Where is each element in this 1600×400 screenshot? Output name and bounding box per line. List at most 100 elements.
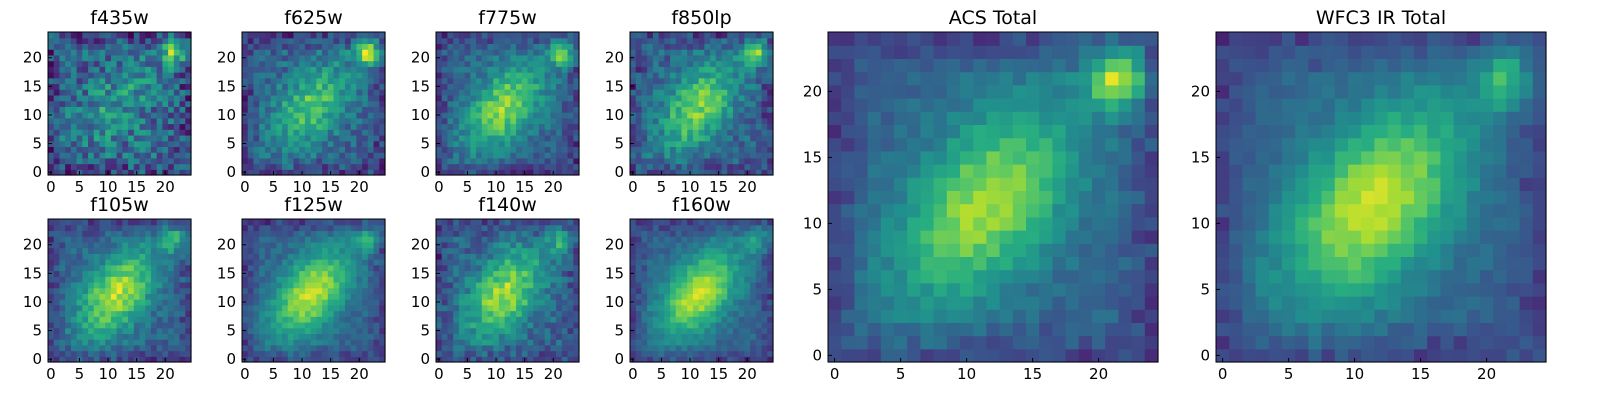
- heatmap-cell: [458, 236, 466, 243]
- heatmap-cell: [145, 310, 152, 317]
- heatmap-cell: [470, 77, 477, 85]
- heatmap-cell: [498, 270, 506, 277]
- heatmap-cell: [521, 100, 529, 107]
- heatmap-cell: [259, 117, 266, 125]
- heatmap-cell: [333, 247, 340, 254]
- heatmap-cell: [82, 49, 89, 56]
- heatmap-cell: [732, 83, 740, 90]
- heatmap-cell: [122, 253, 129, 260]
- heatmap-cell: [367, 169, 375, 176]
- heatmap-cell: [156, 230, 163, 237]
- x-tick-label: 20: [350, 365, 369, 383]
- heatmap-cell: [436, 344, 443, 352]
- heatmap-cell: [179, 247, 186, 254]
- heatmap-cell: [339, 146, 346, 153]
- heatmap-cell: [664, 37, 671, 45]
- heatmap-cell: [550, 83, 557, 90]
- heatmap-cell: [447, 287, 454, 294]
- heatmap-cell: [133, 163, 141, 170]
- heatmap-cell: [698, 163, 705, 170]
- heatmap-cell: [282, 321, 289, 329]
- heatmap-cell: [647, 152, 654, 159]
- heatmap-cell: [293, 146, 300, 153]
- heatmap-cell: [242, 230, 249, 237]
- heatmap-cell: [110, 247, 118, 254]
- heatmap-cell: [761, 333, 768, 340]
- heatmap-cell: [179, 32, 186, 39]
- heatmap-cell: [65, 89, 72, 96]
- heatmap-cell: [464, 129, 471, 136]
- heatmap-cell: [105, 100, 112, 107]
- heatmap-cell: [732, 344, 740, 352]
- heatmap-cell: [99, 316, 106, 323]
- heatmap-cell: [362, 219, 369, 226]
- heatmap-cell: [88, 37, 95, 45]
- heatmap-cell: [173, 350, 181, 357]
- heatmap-cell: [139, 37, 146, 45]
- heatmap-cell: [322, 146, 329, 153]
- heatmap-cell: [48, 344, 55, 352]
- heatmap-cell: [715, 293, 723, 300]
- heatmap-cell: [76, 89, 83, 96]
- heatmap-cell: [544, 163, 551, 170]
- heatmap-cell: [681, 43, 688, 50]
- heatmap-cell: [516, 224, 523, 232]
- heatmap-cell: [630, 281, 637, 289]
- heatmap-cell: [630, 66, 637, 73]
- heatmap-cell: [573, 327, 580, 334]
- heatmap-cell: [521, 339, 529, 346]
- heatmap-cell: [116, 89, 123, 96]
- heatmap-cell: [173, 157, 181, 165]
- heatmap-cell: [533, 241, 540, 249]
- heatmap-cell: [521, 49, 529, 56]
- heatmap-cell: [145, 152, 152, 159]
- heatmap-cell: [630, 157, 637, 165]
- heatmap-cell: [327, 129, 335, 136]
- heatmap-cell: [168, 287, 175, 294]
- heatmap-cell: [128, 169, 135, 176]
- heatmap-cell: [299, 230, 306, 237]
- heatmap-cell: [105, 54, 112, 62]
- heatmap-cell: [316, 247, 323, 254]
- heatmap-cell: [179, 140, 186, 147]
- heatmap-cell: [641, 72, 648, 79]
- heatmap-cell: [436, 66, 443, 73]
- heatmap-cell: [750, 60, 757, 67]
- heatmap-cell: [721, 163, 728, 170]
- heatmap-cell: [156, 259, 163, 266]
- heatmap-cell: [276, 259, 283, 266]
- heatmap-cell: [70, 310, 78, 317]
- heatmap-cell: [533, 333, 540, 340]
- heatmap-cell: [521, 236, 529, 243]
- heatmap-cell: [270, 276, 277, 283]
- heatmap-cell: [715, 264, 723, 272]
- heatmap-cell: [128, 247, 135, 254]
- heatmap-cell: [247, 236, 255, 243]
- heatmap-cell: [447, 72, 454, 79]
- heatmap-cell: [538, 152, 546, 159]
- heatmap-cell: [133, 219, 141, 226]
- heatmap-cell: [293, 106, 300, 113]
- heatmap-cell: [173, 43, 181, 50]
- heatmap-cell: [287, 66, 295, 73]
- heatmap-cell: [635, 339, 643, 346]
- heatmap-cell: [133, 152, 141, 159]
- heatmap-cell: [316, 224, 323, 232]
- heatmap-cell: [721, 83, 728, 90]
- heatmap-cell: [82, 344, 89, 352]
- heatmap-cell: [88, 140, 95, 147]
- heatmap-cell: [276, 304, 283, 312]
- heatmap-cell: [145, 224, 152, 232]
- heatmap-cell: [538, 339, 546, 346]
- heatmap-cell: [259, 140, 266, 147]
- heatmap-cell: [242, 94, 249, 102]
- heatmap-cell: [350, 49, 357, 56]
- heatmap-cell: [333, 129, 340, 136]
- heatmap-cell: [441, 293, 449, 300]
- heatmap-cell: [110, 43, 118, 50]
- heatmap-cell: [70, 316, 78, 323]
- heatmap-cell: [367, 304, 375, 312]
- heatmap-cell: [259, 66, 266, 73]
- heatmap-cell: [110, 152, 118, 159]
- heatmap-cell: [675, 77, 683, 85]
